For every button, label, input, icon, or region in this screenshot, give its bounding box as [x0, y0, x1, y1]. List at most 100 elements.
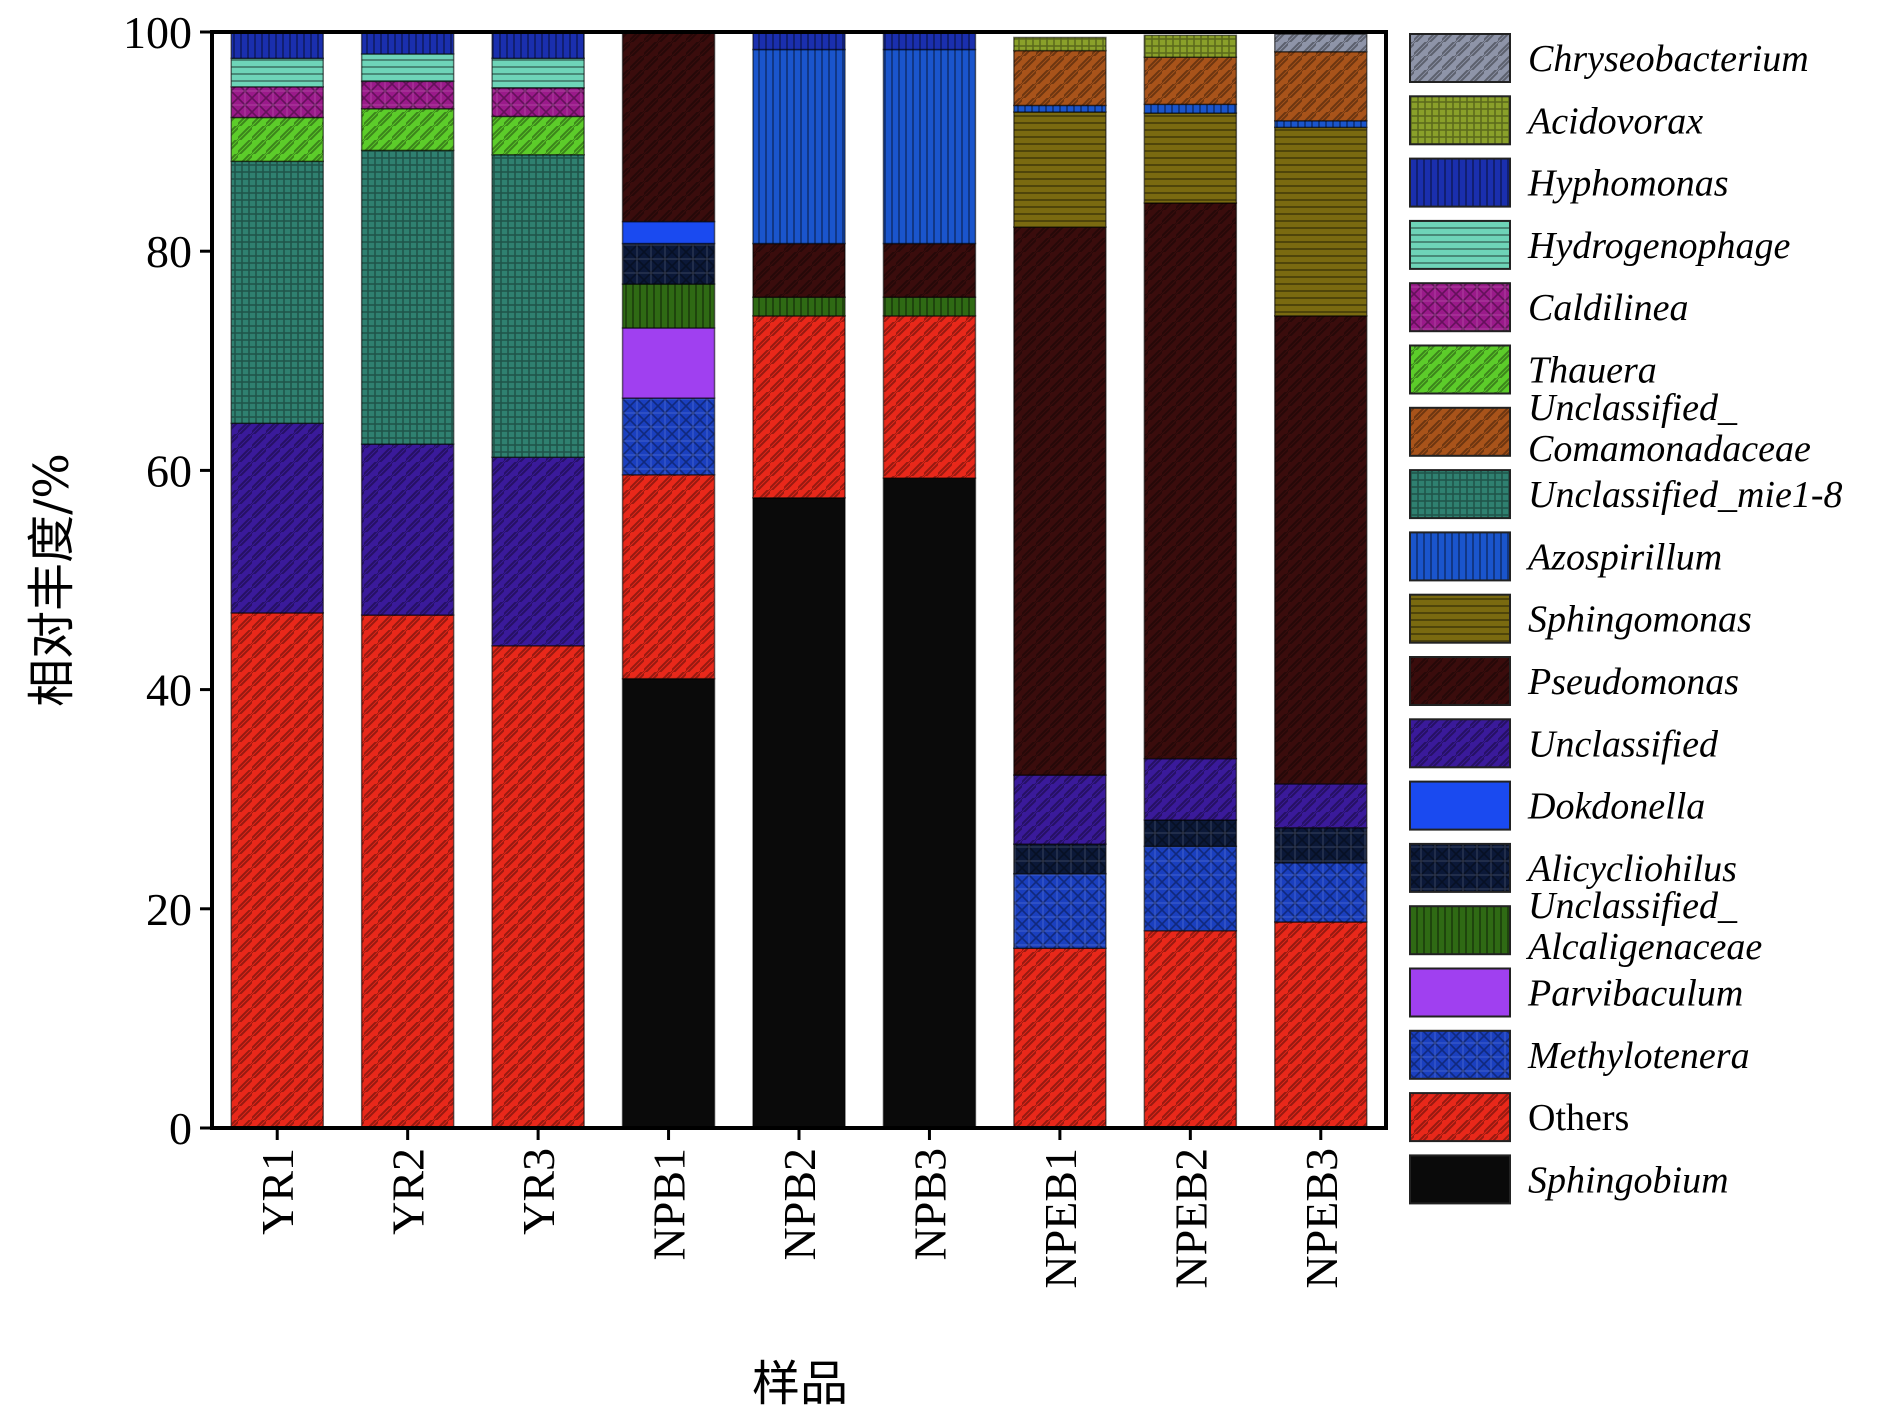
legend-swatch-alicycliohilus — [1409, 842, 1511, 893]
bar-segment-npb1-methylotenera — [621, 397, 716, 476]
legend-label-azospirillum: Azospirillum — [1525, 536, 1722, 578]
bar-segment-npeb2-pseudomonas — [1143, 202, 1238, 760]
bar-segment-yr1-caldilinea — [230, 86, 324, 119]
x-tick-label-yr1: YR1 — [252, 1148, 303, 1235]
bar-segment-npeb2-others — [1143, 929, 1238, 1129]
x-tick-label-yr2: YR2 — [383, 1148, 434, 1235]
bar-segment-yr2-caldilinea — [360, 80, 455, 110]
bar-segment-npb3-azospirillum — [882, 48, 977, 245]
bar-segment-yr3-caldilinea — [491, 87, 585, 118]
bar-segment-yr1-hydrogenophage — [230, 57, 324, 88]
bar-segment-yr2-others — [360, 614, 455, 1129]
bar-segment-npeb2-sphingomonas — [1143, 112, 1238, 204]
x-axis-title: 样品 — [752, 1356, 848, 1412]
legend-label-hyphomonas: Hyphomonas — [1527, 163, 1729, 205]
bar-segment-yr3-others — [491, 645, 585, 1129]
bar-segment-npeb1-alicycliohilus — [1013, 843, 1107, 875]
bar-segment-npeb3-sphingomonas — [1274, 126, 1368, 317]
legend-label-pseudomonas: Pseudomonas — [1527, 661, 1739, 703]
bar-segment-npb1-parvibaculum — [621, 327, 716, 399]
bar-segment-npeb1-others — [1013, 947, 1107, 1129]
legend-swatch-unclassified-mie1-8 — [1409, 469, 1511, 520]
legend-label-methylotenera: Methylotenera — [1527, 1035, 1750, 1077]
bar-segment-npb1-dokdonella — [621, 220, 716, 245]
bar-segment-yr1-others — [230, 612, 324, 1129]
legend-swatch-unclassified — [1409, 718, 1511, 769]
bars-group — [230, 31, 1368, 1129]
bar-segment-npeb2-acidovorax — [1143, 34, 1238, 58]
bar-segment-npeb1-azospirillum — [1013, 104, 1107, 113]
x-tick-label-npeb3: NPEB3 — [1296, 1148, 1347, 1289]
bar-segment-npb2-others — [752, 315, 846, 499]
bar-segment-npb1-pseudomonas — [621, 31, 716, 223]
legend-swatch-hyphomonas — [1409, 157, 1511, 208]
bar-segment-npeb1-pseudomonas — [1013, 226, 1107, 776]
bar-segment-npeb3-unclassified-comamonadaceae — [1274, 50, 1368, 122]
bar-segment-npeb1-unclassified — [1013, 774, 1107, 845]
legend-swatch-acidovorax — [1409, 95, 1511, 146]
bar-segment-yr1-thauera — [230, 116, 324, 163]
x-tick-label-npb1: NPB1 — [644, 1148, 695, 1260]
legend-label-chryseobacterium: Chryseobacterium — [1528, 38, 1809, 80]
legend-label-alicycliohilus: Alicycliohilus — [1525, 848, 1737, 890]
legend-swatch-azospirillum — [1409, 531, 1511, 582]
y-tick-label-20: 20 — [146, 884, 192, 935]
bar-segment-yr2-thauera — [360, 107, 455, 152]
y-tick-label-40: 40 — [146, 665, 192, 716]
bar-segment-npb1-others — [621, 474, 716, 680]
x-ticks-group: YR1 YR2 YR3 NPB1 NPB2 NPB3 NPEB1 NPEB2 NPEB3 — [252, 1128, 1347, 1289]
bar-segment-npb3-hyphomonas — [882, 31, 977, 51]
legend-label-parvibaculum: Parvibaculum — [1527, 973, 1743, 1015]
bar-segment-npb2-hyphomonas — [752, 31, 846, 51]
x-tick-label-yr3: YR3 — [513, 1148, 564, 1235]
bar-segment-npeb3-pseudomonas — [1274, 315, 1368, 785]
bar-segment-yr2-unclassified-mie1-8 — [360, 149, 455, 445]
bar-segment-yr2-unclassified — [360, 443, 455, 616]
bar-segment-npeb2-azospirillum — [1143, 103, 1238, 114]
x-tick-label-npb3: NPB3 — [904, 1148, 955, 1260]
bar-segment-yr2-hyphomonas — [360, 31, 455, 55]
bar-segment-npeb2-methylotenera — [1143, 845, 1238, 932]
bar-segment-npb1-sphingobium — [621, 677, 716, 1129]
legend-label-acidovorax: Acidovorax — [1525, 100, 1703, 142]
bar-segment-yr3-thauera — [491, 115, 585, 156]
legend-swatch-unclassified-comamonadaceae — [1409, 406, 1511, 457]
legend-label-unclassified-comamonadaceae-line2: Comamonadaceae — [1528, 428, 1811, 470]
bar-segment-npeb3-chryseobacterium — [1274, 33, 1368, 53]
bar-segment-yr3-unclassified-mie1-8 — [491, 154, 585, 458]
bar-segment-npb3-pseudomonas — [882, 242, 977, 298]
legend-swatch-others — [1409, 1092, 1511, 1143]
legend-label-others: Others — [1528, 1097, 1629, 1139]
y-axis-title: 相对丰度/% — [24, 453, 80, 707]
bar-segment-npeb3-unclassified — [1274, 783, 1368, 829]
bar-segment-yr2-hydrogenophage — [360, 53, 455, 83]
bar-segment-npb2-sphingobium — [752, 497, 846, 1129]
bar-segment-npeb3-methylotenera — [1274, 862, 1368, 923]
bar-segment-npeb3-azospirillum — [1274, 120, 1368, 129]
legend-label-thauera: Thauera — [1528, 350, 1657, 392]
bar-segment-yr1-unclassified-mie1-8 — [230, 160, 324, 425]
y-tick-label-100: 100 — [123, 7, 192, 58]
bar-segment-npb2-unclassified-alcaligenaceae — [752, 296, 846, 317]
bar-segment-npeb3-alicycliohilus — [1274, 826, 1368, 864]
y-tick-label-80: 80 — [146, 226, 192, 277]
x-tick-label-npb2: NPB2 — [774, 1148, 825, 1260]
legend-label-unclassified-mie1-8: Unclassified_mie1-8 — [1528, 474, 1843, 516]
legend-swatch-sphingomonas — [1409, 593, 1511, 644]
legend-label-sphingomonas: Sphingomonas — [1528, 599, 1752, 641]
bar-segment-yr1-hyphomonas — [230, 31, 324, 60]
y-tick-label-60: 60 — [146, 445, 192, 496]
legend-swatch-thauera — [1409, 344, 1511, 395]
bar-segment-npb3-unclassified-alcaligenaceae — [882, 296, 977, 317]
bar-segment-npb1-alicycliohilus — [621, 242, 716, 285]
legend-label-dokdonella: Dokdonella — [1527, 786, 1705, 828]
bar-segment-yr3-unclassified — [491, 456, 585, 647]
legend-label-caldilinea: Caldilinea — [1528, 287, 1688, 329]
legend-swatch-methylotenera — [1409, 1029, 1511, 1080]
bar-segment-npeb1-methylotenera — [1013, 872, 1107, 950]
bar-segment-npeb2-unclassified — [1143, 757, 1238, 821]
bar-segment-npb2-pseudomonas — [752, 242, 846, 298]
bar-segment-npeb2-unclassified-comamonadaceae — [1143, 56, 1238, 106]
legend-swatch-dokdonella — [1409, 780, 1511, 831]
